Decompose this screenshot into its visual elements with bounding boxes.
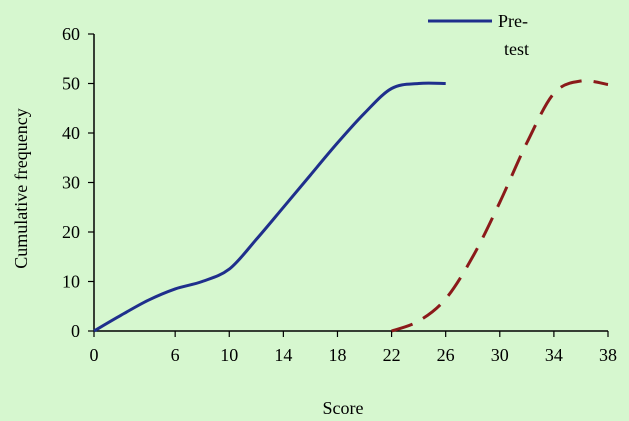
x-tick-label: 30 <box>491 345 509 365</box>
y-axis-title: Cumulative frequency <box>11 108 31 268</box>
x-tick-label: 34 <box>545 345 563 365</box>
y-tick-label: 40 <box>62 123 80 143</box>
y-tick-label: 0 <box>71 321 80 341</box>
y-tick-label: 20 <box>62 222 80 242</box>
y-tick-label: 50 <box>62 74 80 94</box>
x-tick-label: 0 <box>90 345 99 365</box>
y-tick-label: 60 <box>62 24 80 44</box>
x-tick-label: 38 <box>599 345 617 365</box>
pre-test-series-line <box>93 81 446 333</box>
x-tick-label: 22 <box>383 345 401 365</box>
x-tick-label: 26 <box>437 345 455 365</box>
post-test-series-line <box>391 79 609 333</box>
x-tick-label: 18 <box>328 345 346 365</box>
legend-label-pre-test-line2: test <box>504 39 529 59</box>
y-tick-label: 10 <box>62 272 80 292</box>
x-tick-label: 14 <box>274 345 292 365</box>
legend-label-pre-test-line1: Pre- <box>498 11 528 31</box>
y-tick-label: 30 <box>62 173 80 193</box>
x-tick-label: 6 <box>171 345 180 365</box>
x-axis-title: Score <box>323 398 364 418</box>
x-tick-label: 10 <box>220 345 238 365</box>
